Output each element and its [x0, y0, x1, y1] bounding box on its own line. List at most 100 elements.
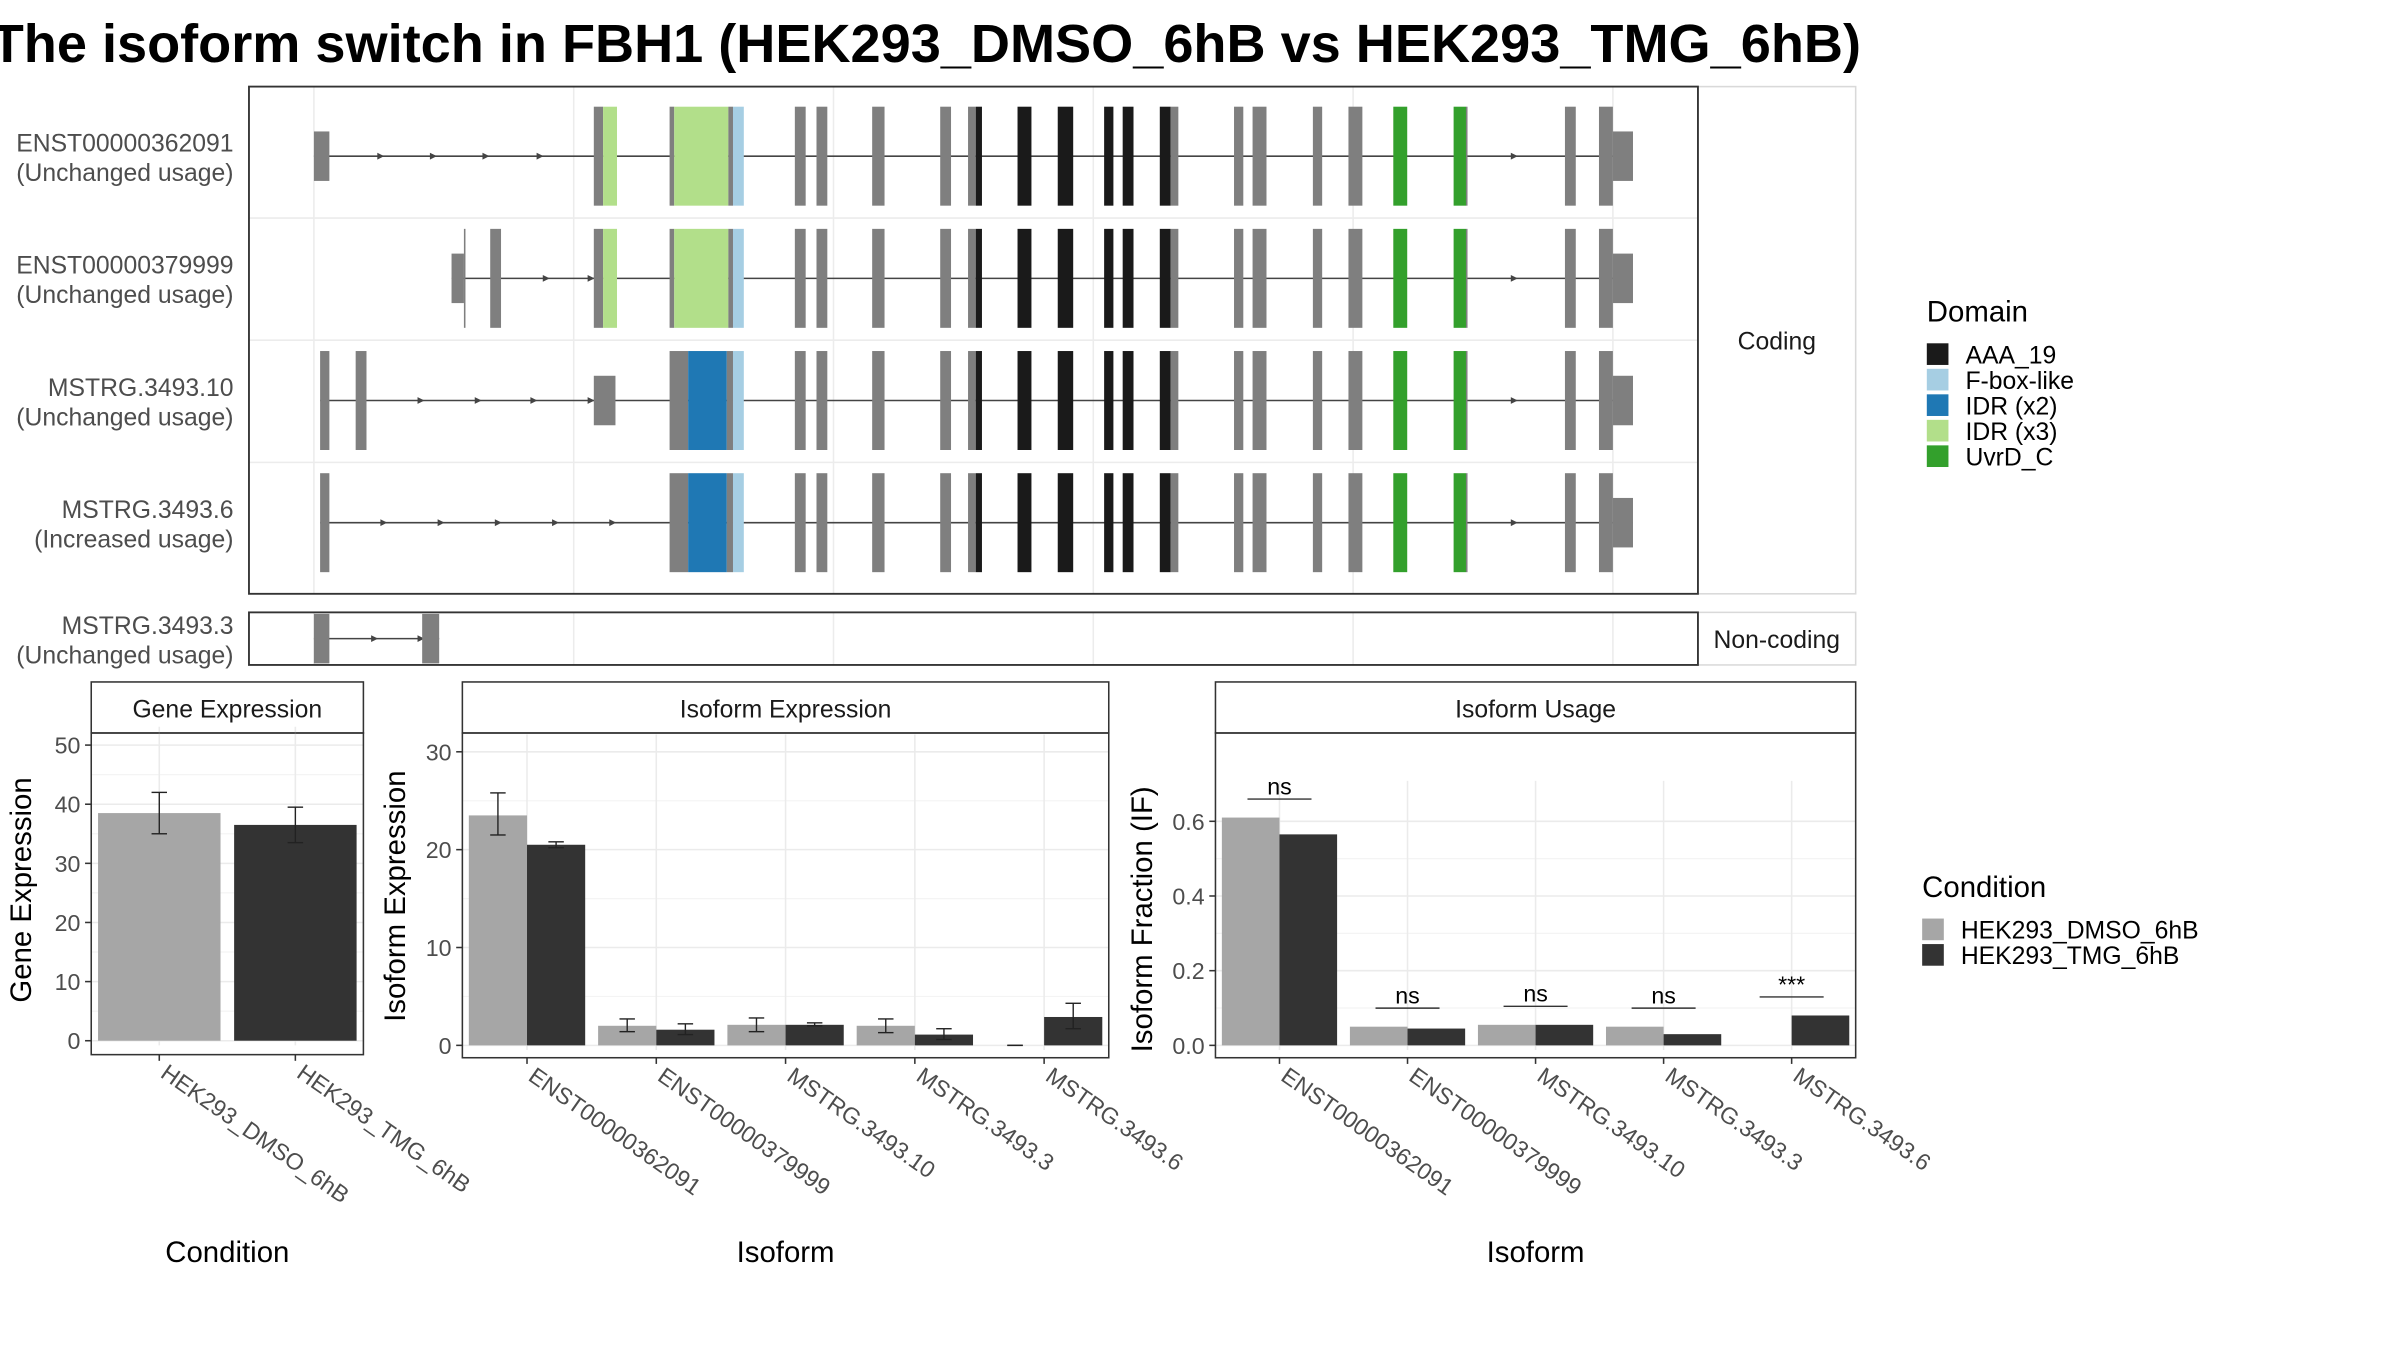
isoform-expression-chart: Isoform Expression0102030ENST00000362091…	[379, 681, 1188, 1269]
exon	[728, 228, 733, 328]
bar	[1221, 817, 1280, 1046]
exon	[1393, 228, 1408, 328]
exon	[593, 106, 604, 206]
exon	[975, 106, 982, 206]
transcript-usage-label: (Increased usage)	[34, 526, 233, 553]
bar	[1535, 1024, 1594, 1046]
exon	[1057, 473, 1074, 573]
exon	[1252, 351, 1267, 450]
exon	[1252, 228, 1267, 328]
coding-panel-border	[248, 85, 1699, 595]
strand-arrow	[380, 519, 388, 527]
strand-arrow	[587, 397, 595, 404]
y-axis-label: Isoform Expression	[379, 770, 412, 1021]
exon	[975, 473, 982, 573]
exon	[1252, 106, 1267, 206]
exon	[1612, 375, 1633, 426]
exon	[1393, 106, 1408, 206]
figure-title: The isoform switch in FBH1 (HEK293_DMSO_…	[0, 14, 1861, 74]
bar	[656, 1029, 715, 1046]
exon	[422, 613, 440, 664]
strand-arrow	[552, 519, 560, 527]
exon	[1122, 228, 1134, 328]
strand-arrow	[417, 397, 425, 404]
transcript-id-label: MSTRG.3493.10	[48, 375, 234, 402]
strand-arrow	[1510, 519, 1518, 527]
exon	[726, 473, 733, 573]
exon	[1612, 131, 1633, 181]
exon	[1104, 473, 1114, 573]
exon	[794, 473, 806, 573]
exon	[1017, 473, 1032, 573]
exon	[1104, 351, 1114, 450]
condition-legend-title: Condition	[1922, 871, 2046, 904]
y-axis-label: Isoform Fraction (IF)	[1126, 786, 1159, 1052]
y-tick-label: 0	[68, 1028, 81, 1054]
condition-legend-key	[1922, 944, 1944, 966]
x-axis-label: Condition	[165, 1236, 289, 1269]
strand-arrow	[536, 152, 544, 160]
domain-legend-label: F-box-like	[1965, 368, 2074, 395]
exon	[603, 228, 618, 328]
exon	[726, 351, 733, 450]
exon	[872, 228, 885, 328]
exon	[794, 106, 806, 206]
significance-label: ns	[1395, 982, 1420, 1008]
transcript-usage-label: (Unchanged usage)	[16, 160, 233, 187]
exon	[320, 473, 330, 573]
exon	[1122, 106, 1134, 206]
exon	[1104, 106, 1114, 206]
exon	[669, 351, 689, 450]
exon	[1170, 106, 1179, 206]
transcript-row: MSTRG.3493.6(Increased usage)	[34, 473, 1633, 573]
exon	[1312, 351, 1323, 450]
exon	[1453, 228, 1466, 328]
exon	[1465, 228, 1468, 328]
strand-arrow	[417, 635, 425, 643]
exon	[975, 228, 982, 328]
exon	[674, 106, 729, 206]
exon	[1465, 106, 1468, 206]
exon	[1598, 228, 1613, 328]
strand-arrow	[609, 519, 617, 527]
exon	[1598, 106, 1613, 206]
transcript-row: ENST00000362091(Unchanged usage)	[16, 106, 1633, 206]
exon	[669, 106, 675, 206]
x-axis-label: Isoform	[1487, 1236, 1585, 1269]
condition-legend-label: HEK293_DMSO_6hB	[1961, 918, 2199, 945]
y-tick-label: 20	[55, 910, 81, 936]
domain-legend-title: Domain	[1927, 296, 2028, 329]
exon	[1393, 351, 1408, 450]
transcript-id-label: MSTRG.3493.3	[62, 613, 234, 640]
exon	[1564, 228, 1576, 328]
exon	[1598, 351, 1613, 450]
exon	[1057, 351, 1074, 450]
exon	[1393, 473, 1408, 573]
exon	[794, 228, 806, 328]
exon	[968, 351, 976, 450]
exon	[732, 228, 744, 328]
transcript-usage-label: (Unchanged usage)	[16, 282, 233, 309]
strand-arrow	[542, 274, 550, 282]
domain-legend-key	[1926, 419, 1949, 442]
exon	[1312, 473, 1323, 573]
noncoding-strip-label: Non-coding	[1714, 627, 1841, 654]
exon	[1159, 106, 1171, 206]
exon	[968, 473, 976, 573]
transcript-row: ENST00000379999(Unchanged usage)	[16, 228, 1633, 328]
exon	[940, 351, 952, 450]
exon	[732, 106, 744, 206]
significance-label: ns	[1651, 982, 1676, 1008]
exon	[1017, 228, 1032, 328]
domain-legend-key	[1926, 343, 1949, 365]
exon	[794, 351, 806, 450]
exon	[1312, 106, 1323, 206]
x-axis-label: Isoform	[737, 1236, 835, 1269]
exon	[1348, 106, 1363, 206]
strand-arrow	[377, 152, 385, 160]
exon	[1170, 228, 1179, 328]
y-tick-label: 0.0	[1172, 1033, 1204, 1059]
exon	[1348, 473, 1363, 573]
x-tick-label: MSTRG.3493.6	[1041, 1062, 1188, 1176]
